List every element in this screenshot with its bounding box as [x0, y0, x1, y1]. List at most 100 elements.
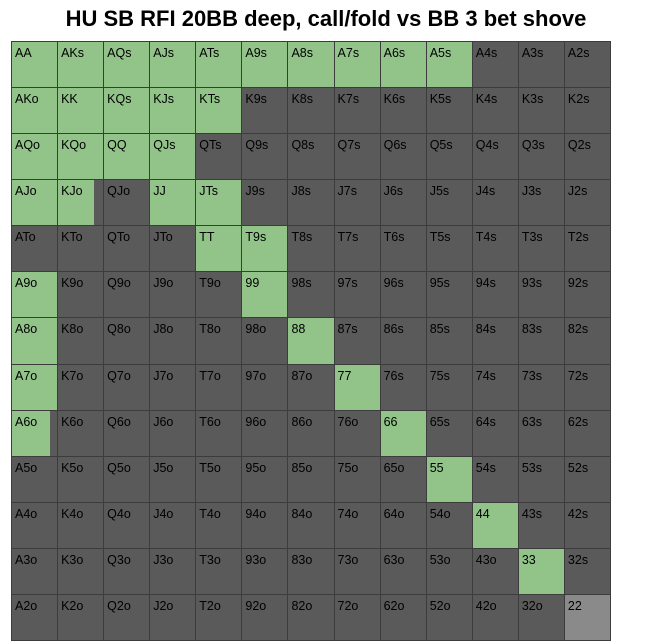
- hand-cell-A9o: A9o: [12, 272, 59, 319]
- hand-label: KJs: [153, 92, 175, 107]
- hand-label: J7s: [337, 184, 357, 199]
- hand-label: QQ: [107, 138, 127, 153]
- hand-label: T4s: [475, 230, 497, 245]
- hand-label: 53s: [521, 460, 542, 475]
- call-fill: [12, 364, 58, 410]
- call-fill: [150, 180, 196, 226]
- hand-label: A2s: [567, 46, 590, 60]
- hand-cell-83s: 83s: [518, 318, 565, 365]
- hand-cell-T6s: T6s: [380, 226, 427, 273]
- hand-cell-42s: 42s: [564, 502, 611, 549]
- hand-cell-K2o: K2o: [58, 594, 105, 641]
- hand-cell-62s: 62s: [564, 410, 611, 457]
- hand-label: J4s: [475, 184, 496, 199]
- hand-label: K5o: [61, 460, 84, 475]
- hand-cell-76o: 76o: [334, 410, 381, 457]
- hand-label: 93s: [521, 276, 542, 291]
- hand-cell-K9s: K9s: [242, 88, 289, 135]
- hand-label: AA: [15, 46, 32, 60]
- hand-cell-KJs: KJs: [150, 88, 197, 135]
- hand-label: ATs: [199, 46, 220, 60]
- hand-cell-A3s: A3s: [518, 42, 565, 89]
- hand-label: A8s: [291, 46, 313, 60]
- call-fill: [426, 42, 472, 88]
- hand-cell-Q6s: Q6s: [380, 134, 427, 181]
- hand-cell-Q4s: Q4s: [472, 134, 519, 181]
- call-fill: [426, 456, 472, 502]
- hand-cell-82s: 82s: [564, 318, 611, 365]
- hand-label: 87s: [337, 322, 358, 337]
- hand-cell-72s: 72s: [564, 364, 611, 411]
- hand-cell-K2s: K2s: [564, 88, 611, 135]
- call-fill: [104, 88, 150, 134]
- hand-cell-Q3o: Q3o: [104, 548, 151, 595]
- hand-label: Q8o: [107, 322, 131, 337]
- hand-cell-66: 66: [380, 410, 427, 457]
- hand-cell-A5o: A5o: [12, 456, 59, 503]
- hand-label: J2s: [567, 184, 588, 199]
- hand-label: 83o: [291, 552, 313, 567]
- hand-cell-J9o: J9o: [150, 272, 197, 319]
- hand-cell-T8s: T8s: [288, 226, 335, 273]
- hand-cell-J7s: J7s: [334, 180, 381, 227]
- hand-cell-98o: 98o: [242, 318, 289, 365]
- hand-label: 76s: [383, 368, 404, 383]
- hand-label: J8o: [153, 322, 174, 337]
- hand-cell-AJs: AJs: [150, 42, 197, 89]
- hand-label: AJs: [153, 46, 175, 60]
- hand-cell-54o: 54o: [426, 502, 473, 549]
- call-fill: [12, 134, 58, 180]
- hand-label: 74o: [337, 506, 359, 521]
- hand-label: J5o: [153, 460, 174, 475]
- call-fill: [12, 272, 58, 318]
- hand-label: QJs: [153, 138, 176, 153]
- hand-cell-AA: AA: [12, 42, 59, 89]
- hand-label: T9s: [245, 230, 267, 245]
- hand-label: K9s: [245, 92, 267, 107]
- hand-cell-T3o: T3o: [196, 548, 243, 595]
- hand-label: 95s: [429, 276, 450, 291]
- hand-label: 72o: [337, 598, 359, 613]
- hand-cell-32s: 32s: [564, 548, 611, 595]
- hand-label: 98s: [291, 276, 312, 291]
- call-fill: [288, 42, 334, 88]
- hand-label: 52s: [567, 460, 589, 475]
- hand-label: T7o: [199, 368, 221, 383]
- call-fill: [334, 364, 380, 410]
- hand-label: J3s: [521, 184, 542, 199]
- hand-cell-A6o: A6o: [12, 410, 59, 457]
- hand-label: 32o: [521, 598, 543, 613]
- hand-cell-A4s: A4s: [472, 42, 519, 89]
- hand-label: 77: [337, 368, 352, 383]
- hand-cell-KJo: KJo: [58, 180, 105, 227]
- hand-label: T5o: [199, 460, 221, 475]
- hand-label: 43o: [475, 552, 497, 567]
- hand-cell-KTs: KTs: [196, 88, 243, 135]
- hand-label: J6o: [153, 414, 174, 429]
- hand-label: QJo: [107, 184, 131, 199]
- hand-label: 33: [521, 552, 536, 567]
- hand-label: 95o: [245, 460, 267, 475]
- call-fill: [334, 42, 380, 88]
- hand-cell-KTo: KTo: [58, 226, 105, 273]
- hand-label: Q6o: [107, 414, 131, 429]
- call-fill: [472, 502, 518, 548]
- hand-cell-QQ: QQ: [104, 134, 151, 181]
- hand-cell-Q6o: Q6o: [104, 410, 151, 457]
- call-fill: [104, 42, 150, 88]
- hand-cell-75o: 75o: [334, 456, 381, 503]
- hand-label: 84s: [475, 322, 496, 337]
- hand-cell-85o: 85o: [288, 456, 335, 503]
- hand-cell-K3s: K3s: [518, 88, 565, 135]
- hand-cell-T5s: T5s: [426, 226, 473, 273]
- hand-cell-82o: 82o: [288, 594, 335, 641]
- hand-cell-62o: 62o: [380, 594, 427, 641]
- hand-cell-QTo: QTo: [104, 226, 151, 273]
- hand-cell-T6o: T6o: [196, 410, 243, 457]
- hand-cell-JJ: JJ: [150, 180, 197, 227]
- hand-cell-Q7s: Q7s: [334, 134, 381, 181]
- hand-cell-J6o: J6o: [150, 410, 197, 457]
- hand-cell-TT: TT: [196, 226, 243, 273]
- hand-cell-K5o: K5o: [58, 456, 105, 503]
- hand-label: 86o: [291, 414, 313, 429]
